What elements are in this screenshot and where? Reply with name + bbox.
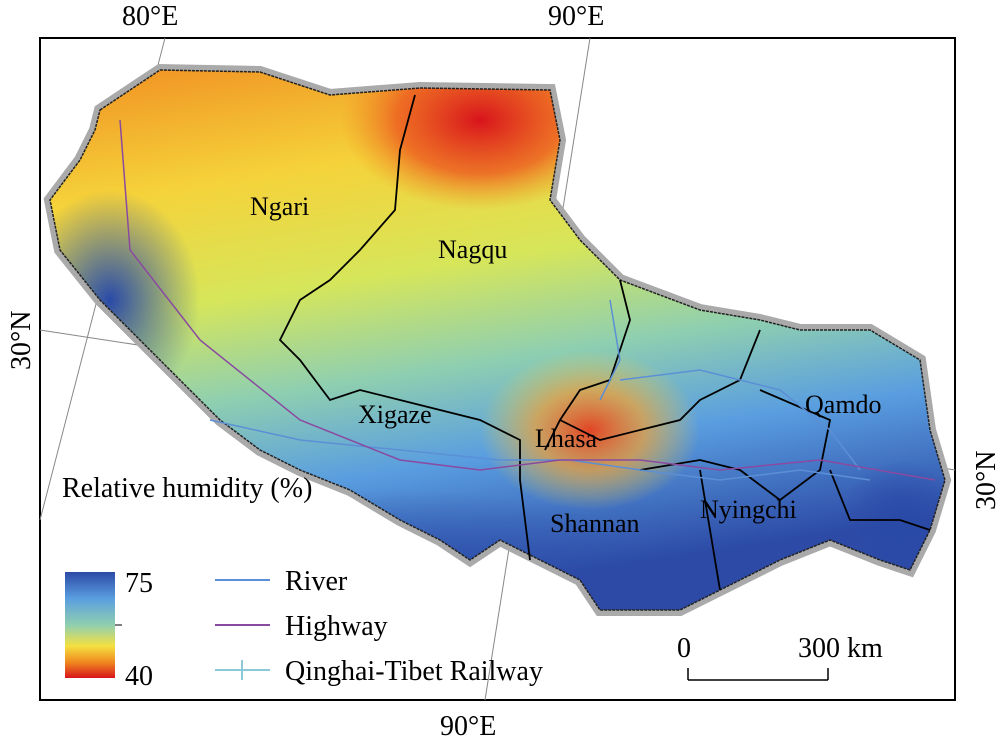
colorbar-label: 40 (125, 661, 153, 692)
scale-label: 300 km (798, 633, 883, 664)
colorbar-label: 75 (125, 568, 153, 599)
graticule-label: 30°N (971, 451, 1000, 510)
scale-bar (687, 668, 829, 681)
legend-label: Highway (285, 611, 388, 642)
region-label: Nagqu (438, 235, 507, 264)
graticule-label: 90°E (440, 711, 496, 742)
scale-label: 0 (677, 633, 691, 664)
legend-label: Qinghai-Tibet Railway (285, 656, 543, 687)
legend-title: Relative humidity (%) (62, 473, 312, 504)
graticule-label: 30°N (6, 311, 37, 370)
region-label: Xigaze (358, 400, 432, 429)
colorbar (65, 572, 115, 678)
region-labels: Ngari Nagqu Xigaze Lhasa Qamdo Shannan N… (250, 192, 882, 538)
region-label: Shannan (550, 509, 640, 538)
legend-label: River (285, 566, 348, 597)
map-frame (39, 37, 956, 701)
highways (119, 119, 936, 481)
legend-title-text: Relative humidity (%) (62, 473, 312, 504)
legend-railway (215, 660, 270, 680)
region-label: Lhasa (535, 424, 598, 453)
region-label: Nyingchi (700, 495, 797, 524)
region-label: Qamdo (805, 390, 882, 419)
prefecture-boundaries (278, 94, 931, 591)
graticule-label: 90°E (548, 1, 604, 32)
region-label: Ngari (250, 192, 309, 221)
graticule-label: 80°E (122, 1, 178, 32)
